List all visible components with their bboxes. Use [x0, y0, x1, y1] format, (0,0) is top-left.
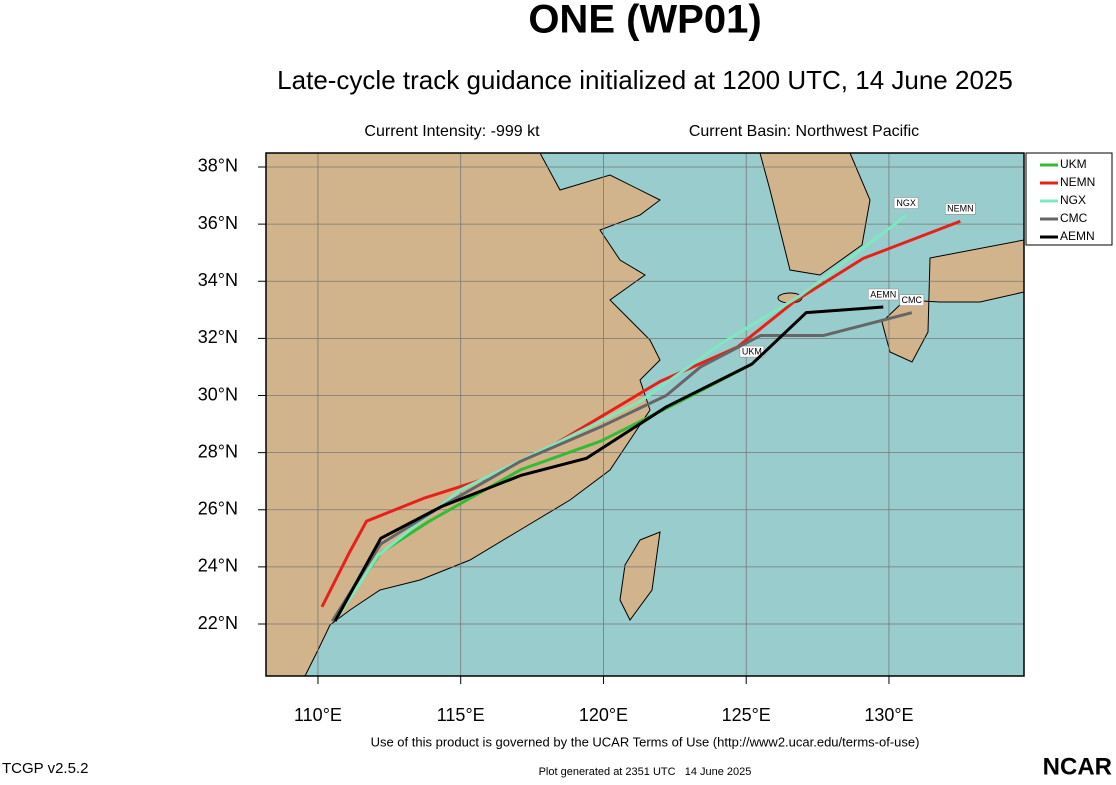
- version-text: TCGP v2.5.2: [2, 760, 88, 777]
- x-tick-label: 115°E: [437, 705, 485, 725]
- chart-subtitle: Late-cycle track guidance initialized at…: [277, 65, 1013, 95]
- land-korea: [759, 153, 871, 276]
- y-tick-label: 22°N: [198, 613, 238, 633]
- legend-label: AEMN: [1060, 229, 1095, 243]
- y-tick-label: 24°N: [198, 556, 238, 576]
- basin-text: Current Basin: Northwest Pacific: [689, 123, 919, 140]
- legend-label: UKM: [1060, 157, 1087, 171]
- y-tick-label: 26°N: [198, 499, 238, 519]
- logo: NCAR: [1043, 753, 1112, 780]
- land-taiwan: [619, 531, 661, 621]
- terms-text: Use of this product is governed by the U…: [371, 734, 920, 749]
- map: [266, 153, 1024, 676]
- legend-label: NEMN: [1060, 175, 1095, 189]
- y-tick-label: 36°N: [198, 213, 238, 233]
- track-label-box: [867, 288, 899, 301]
- y-tick-label: 30°N: [198, 384, 238, 404]
- track-label: AEMN: [870, 289, 896, 299]
- y-tick-label: 32°N: [198, 327, 238, 347]
- track-label: UKM: [742, 346, 762, 356]
- x-tick-label: 120°E: [579, 705, 628, 725]
- track-label: NGX: [896, 198, 916, 208]
- intensity-text: Current Intensity: -999 kt: [364, 123, 540, 140]
- track-label: NEMN: [947, 204, 974, 214]
- legend-box: [1025, 152, 1113, 246]
- x-tick-label: 110°E: [294, 705, 342, 725]
- plot-frame: [265, 152, 1025, 677]
- x-tick-label: 125°E: [722, 705, 771, 725]
- y-tick-label: 38°N: [198, 156, 238, 176]
- track-label-box: [893, 197, 919, 209]
- track-label-box: [899, 294, 925, 306]
- legend-label: CMC: [1060, 211, 1088, 225]
- chart-title: ONE (WP01): [528, 0, 761, 42]
- track-label: CMC: [902, 295, 923, 305]
- track-line: [333, 214, 907, 622]
- tracks: UKM NEMN NGX CMC AEMN: [320, 197, 976, 622]
- x-tick-label: 130°E: [864, 705, 913, 725]
- track-label-box: [945, 203, 976, 215]
- y-tick-label: 28°N: [198, 441, 238, 461]
- track-line: [333, 305, 884, 622]
- track-line: [330, 311, 913, 622]
- legend-label: NGX: [1060, 193, 1086, 207]
- generated-text: Plot generated at 2351 UTC 14 June 2025: [539, 766, 752, 778]
- y-tick-label: 34°N: [198, 270, 238, 290]
